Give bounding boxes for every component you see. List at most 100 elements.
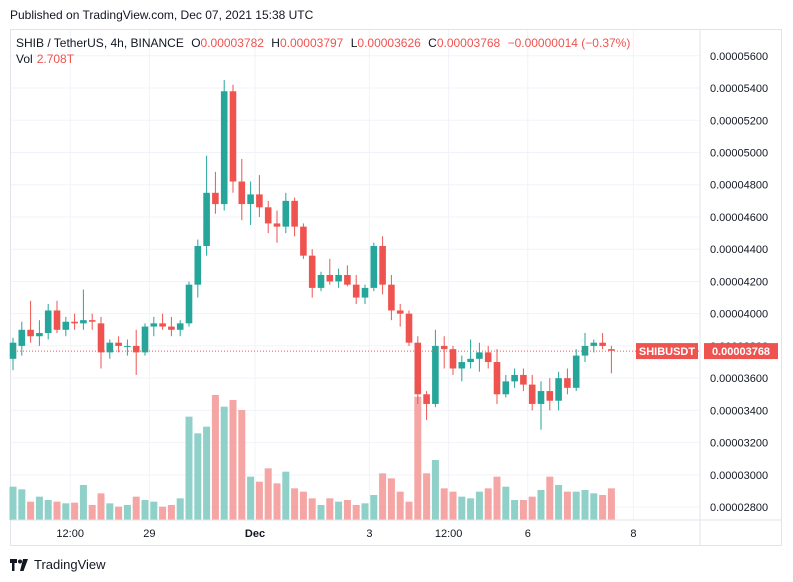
candle-body — [247, 194, 254, 205]
volume-bar — [88, 505, 96, 520]
price-tick-label: 0.00005200 — [710, 115, 768, 127]
candle — [194, 239, 202, 298]
volume-legend: Vol 2.708T — [16, 51, 74, 67]
candle-body — [467, 358, 474, 363]
tradingview-brand[interactable]: TradingView — [10, 557, 106, 572]
legend-vol-label: Vol — [16, 52, 33, 66]
volume-bar — [343, 500, 351, 520]
price-tick-label: 0.00004000 — [710, 309, 768, 321]
volume-bar — [546, 476, 554, 520]
symbol-tag-label: SHIBUSDT — [639, 346, 696, 358]
candle — [449, 345, 457, 375]
time-axis: 12:00 29 Dec 3 12:00 6 8 — [56, 528, 636, 540]
candle — [53, 300, 61, 334]
candle — [27, 300, 34, 343]
volume-bar — [581, 490, 589, 520]
volume-bar — [361, 503, 369, 520]
candle-body — [44, 310, 52, 334]
candle — [432, 329, 439, 408]
legend-low-label: L — [350, 36, 358, 50]
candle — [317, 271, 325, 292]
candle — [36, 320, 43, 346]
volume-bar — [115, 506, 123, 520]
price-tick-label: 0.00002800 — [710, 502, 768, 514]
legend-close-label: C — [428, 36, 437, 50]
volume-bar — [141, 500, 149, 520]
candle — [440, 336, 448, 369]
candle — [414, 336, 422, 404]
candle — [238, 158, 246, 221]
candle-body — [194, 245, 202, 285]
volume-bars — [9, 395, 615, 520]
candle-body — [414, 342, 422, 395]
candle-body — [370, 245, 378, 288]
candle — [335, 268, 342, 288]
candle-body — [124, 345, 131, 347]
volume-bar — [458, 496, 466, 520]
ohlc-legend: SHIB / TetherUS, 4h, BINANCE O0.00003782… — [16, 35, 630, 51]
price-tick-label: 0.00005400 — [710, 83, 768, 95]
volume-bar — [238, 410, 246, 520]
volume-bar — [440, 488, 448, 520]
volume-bar — [167, 505, 175, 520]
candle — [379, 236, 386, 295]
legend-symbol: SHIB / TetherUS, 4h, BINANCE — [16, 36, 184, 50]
candle — [405, 310, 413, 346]
candle — [62, 316, 70, 337]
candle — [88, 313, 96, 330]
candle — [273, 210, 281, 243]
candle-body — [502, 381, 510, 395]
candle-body — [212, 192, 219, 205]
candle-body — [9, 342, 17, 359]
candle — [159, 313, 166, 330]
candle-body — [53, 310, 61, 330]
candle-body — [27, 329, 34, 337]
candle — [308, 249, 316, 298]
candle — [9, 337, 17, 371]
candle — [484, 345, 492, 369]
volume-bar — [176, 498, 184, 520]
candle-body — [528, 384, 536, 404]
candle-body — [458, 362, 466, 369]
candle-body — [106, 342, 114, 353]
price-tick-label: 0.00004800 — [710, 180, 768, 192]
candle — [537, 381, 545, 430]
volume-bar — [282, 471, 290, 520]
volume-bar — [467, 498, 475, 520]
volume-bar — [511, 500, 519, 520]
legend-high-label: H — [271, 36, 280, 50]
candle — [71, 313, 78, 330]
candle-body — [405, 313, 413, 343]
volume-bar — [405, 501, 413, 520]
candle — [581, 333, 589, 363]
legend-change: −0.00000014 (−0.37%) — [507, 36, 631, 50]
volume-bar — [502, 486, 510, 520]
volume-bar — [572, 491, 580, 520]
candle — [300, 223, 307, 259]
legend-high: 0.00003797 — [279, 36, 344, 50]
candle — [203, 155, 210, 256]
volume-bar — [370, 495, 378, 520]
candle — [546, 378, 554, 411]
price-tick-label: 0.00005600 — [710, 51, 768, 63]
candle-body — [159, 323, 166, 327]
candle — [115, 336, 122, 353]
candle-body — [264, 207, 272, 224]
candle — [608, 345, 615, 374]
volume-bar — [71, 502, 79, 520]
price-tick-label: 0.00003600 — [710, 373, 768, 385]
volume-bar — [247, 476, 255, 520]
candle-body — [291, 200, 298, 227]
volume-bar — [97, 493, 105, 520]
time-tick-label: 12:00 — [435, 528, 463, 540]
candle-body — [432, 345, 439, 404]
candle-body — [80, 320, 87, 324]
last-price-line: SHIBUSDT 0.00003768 — [11, 343, 778, 360]
volume-bar — [379, 473, 387, 520]
time-tick-label: 6 — [525, 528, 531, 540]
volume-bar — [563, 491, 571, 520]
candle — [168, 316, 175, 337]
candle-body — [440, 345, 448, 350]
candle — [555, 371, 562, 411]
